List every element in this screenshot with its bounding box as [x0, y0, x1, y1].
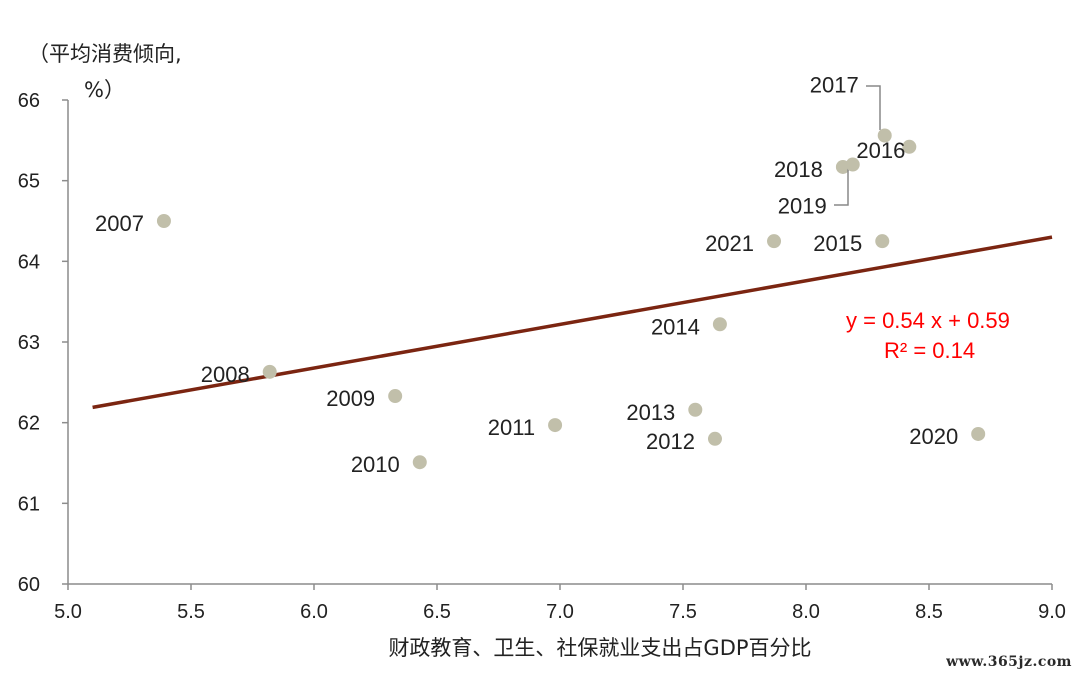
- data-point: [388, 389, 403, 404]
- point-label: 2008: [201, 362, 250, 387]
- y-tick-label: 65: [18, 171, 40, 193]
- point-label: 2009: [326, 386, 375, 411]
- data-point: [875, 234, 890, 249]
- y-tick-label: 66: [18, 90, 40, 112]
- point-label: 2020: [909, 424, 958, 449]
- x-tick-label: 7.5: [669, 601, 697, 623]
- point-label: 2007: [95, 211, 144, 236]
- point-label: 2019: [778, 194, 827, 219]
- point-label: 2017: [810, 72, 859, 97]
- data-point: [845, 157, 860, 172]
- data-point: [707, 431, 722, 446]
- leader-line: [866, 85, 881, 130]
- data-point: [712, 317, 727, 332]
- data-point: [877, 128, 892, 143]
- leader-line: [834, 168, 849, 206]
- x-axis-title: 财政教育、卫生、社保就业支出占GDP百分比: [388, 636, 812, 660]
- y-tick-label: 62: [18, 413, 40, 435]
- x-tick-label: 8.5: [915, 601, 943, 623]
- data-point: [412, 455, 427, 470]
- x-tick-label: 5.5: [177, 601, 205, 623]
- point-label: 2021: [705, 231, 754, 256]
- x-tick-label: 9.0: [1038, 601, 1066, 623]
- watermark: www.365jz.com: [946, 654, 1072, 670]
- x-tick-label: 8.0: [792, 601, 820, 623]
- data-point: [548, 418, 563, 433]
- x-tick-label: 6.5: [423, 601, 451, 623]
- x-tick-label: 7.0: [546, 601, 574, 623]
- point-label: 2013: [626, 400, 675, 425]
- data-point: [971, 426, 986, 441]
- x-tick-label: 5.0: [54, 601, 82, 623]
- y-tick-label: 63: [18, 332, 40, 354]
- data-point: [262, 364, 277, 379]
- data-point: [767, 234, 782, 249]
- point-label: 2012: [646, 429, 695, 454]
- data-point: [902, 139, 917, 154]
- trendline-equation: y = 0.54 x + 0.59: [846, 308, 1010, 333]
- y-axis-title-line1: （平均消费倾向,: [28, 42, 182, 66]
- point-label: 2016: [856, 138, 905, 163]
- y-tick-label: 61: [18, 493, 40, 515]
- point-label: 2018: [774, 157, 823, 182]
- trendline: [92, 235, 1053, 410]
- y-axis-title-line2: %）: [84, 78, 125, 102]
- r-squared-label: R² = 0.14: [884, 338, 976, 363]
- data-point: [688, 402, 703, 417]
- data-point: [156, 214, 171, 228]
- y-tick-label: 64: [18, 251, 40, 273]
- x-tick-label: 6.0: [300, 601, 328, 623]
- point-label: 2010: [351, 452, 400, 477]
- point-label: 2011: [488, 415, 535, 440]
- point-label: 2015: [813, 231, 862, 256]
- point-label: 2014: [651, 314, 700, 339]
- y-tick-label: 60: [18, 574, 40, 596]
